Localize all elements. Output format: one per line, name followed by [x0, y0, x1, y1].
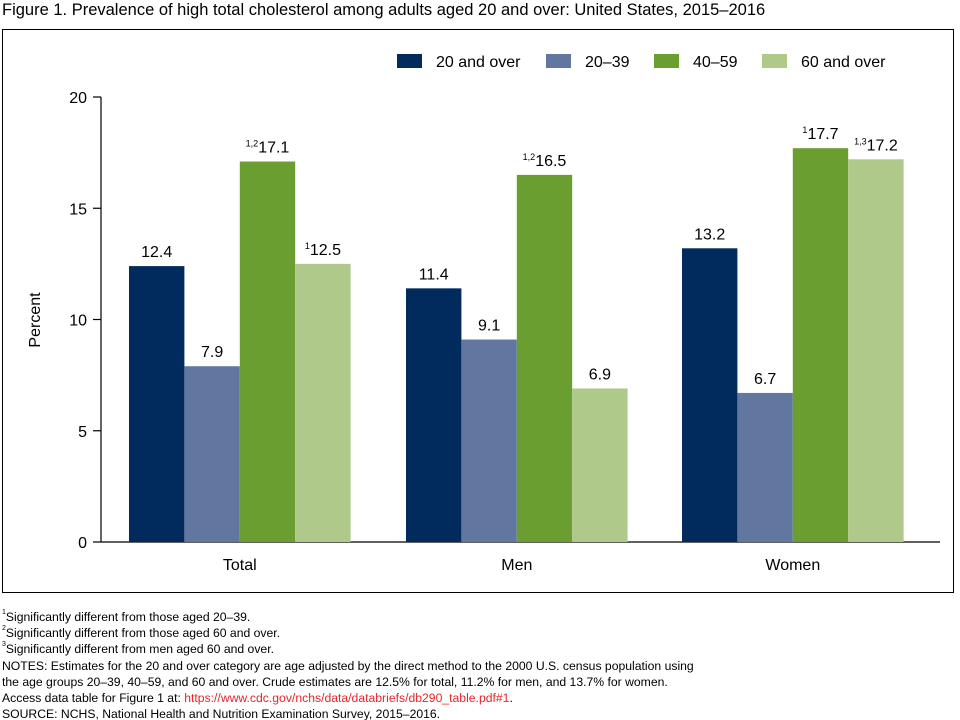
footnote-text: Significantly different from those aged … — [5, 610, 251, 624]
y-tick-label: 15 — [69, 201, 87, 218]
legend-swatch — [546, 54, 571, 68]
y-tick-label: 10 — [69, 313, 87, 330]
x-tick-label: Total — [223, 557, 257, 574]
data-label: 13.2 — [694, 226, 725, 243]
data-label-value: 17.2 — [867, 137, 898, 154]
data-label: 12.4 — [141, 244, 172, 261]
footnote-text: Significantly different from men aged 60… — [5, 642, 274, 657]
x-tick-label: Women — [765, 557, 820, 574]
footnote-text: Significantly different from those aged … — [5, 626, 281, 641]
data-label-value: 17.7 — [807, 126, 838, 143]
bar — [572, 388, 628, 542]
data-label: 1,216.5 — [523, 152, 567, 170]
data-label-footnote: 1 — [305, 241, 310, 251]
footnote-mark: 1 — [2, 609, 6, 616]
data-label: 11.4 — [419, 266, 449, 283]
footnote-3: 3Significantly different from men aged 6… — [2, 641, 694, 657]
bar — [516, 174, 573, 542]
notes-line-2: the age groups 20–39, 40–59, and 60 and … — [2, 674, 668, 689]
legend-swatch — [762, 54, 787, 68]
bar — [461, 339, 517, 542]
y-axis-label: Percent — [27, 292, 44, 348]
data-label-value: 17.1 — [258, 140, 289, 157]
source-line: SOURCE: NCHS, National Health and Nutrit… — [2, 707, 441, 720]
data-table-link[interactable]: https://www.cdc.gov/nchs/data/databriefs… — [184, 691, 510, 706]
footnote-1: 1Significantly different from those aged… — [2, 609, 694, 625]
footnote-mark: 2 — [2, 625, 6, 633]
data-label: 112.5 — [305, 241, 341, 259]
legend-label: 20 and over — [436, 54, 521, 71]
bar — [129, 266, 185, 542]
bar — [239, 161, 296, 542]
y-tick-label: 5 — [78, 424, 87, 441]
bar — [406, 288, 462, 542]
data-label: 6.7 — [754, 371, 776, 388]
data-label: 117.7 — [802, 125, 838, 143]
data-label: 1,217.1 — [246, 139, 290, 157]
access-suffix: . — [509, 691, 513, 706]
bar — [792, 148, 849, 543]
chart-frame — [2, 29, 954, 593]
data-label: 1,317.2 — [854, 136, 898, 154]
notes-line-1: NOTES: Estimates for the 20 and over cat… — [2, 658, 694, 673]
bar — [682, 248, 738, 543]
bar-chart: 05101520PercentTotal12.47.91,217.1112.5M… — [27, 54, 940, 574]
data-label-footnote: 1,2 — [523, 152, 536, 162]
y-tick-label: 0 — [78, 535, 87, 552]
data-label-value: 16.5 — [535, 153, 566, 170]
footnote-mark: 3 — [2, 641, 6, 649]
access-prefix: Access data table for Figure 1 at: — [2, 691, 185, 706]
data-label: 9.1 — [478, 318, 500, 335]
access-line: Access data table for Figure 1 at: https… — [2, 690, 694, 706]
bar — [848, 159, 904, 543]
data-label: 7.9 — [201, 344, 223, 361]
footnote-2: 2Significantly different from those aged… — [2, 625, 694, 641]
bar — [295, 263, 351, 542]
data-label-footnote: 1,3 — [854, 136, 867, 146]
legend-label: 40–59 — [693, 54, 738, 71]
figure-title: Figure 1. Prevalence of high total chole… — [2, 1, 766, 19]
legend-label: 60 and over — [801, 54, 886, 71]
bar — [737, 392, 793, 542]
y-tick-label: 20 — [69, 90, 87, 107]
data-label-footnote: 1 — [802, 125, 807, 135]
notes: 1Significantly different from those aged… — [2, 609, 694, 720]
bar — [184, 366, 240, 542]
data-label: 6.9 — [589, 366, 611, 383]
legend-swatch — [397, 54, 422, 68]
legend-swatch — [654, 54, 679, 68]
data-label-footnote: 1,2 — [246, 139, 259, 149]
legend-label: 20–39 — [585, 54, 630, 71]
data-label-value: 12.5 — [310, 242, 341, 259]
x-tick-label: Men — [501, 557, 532, 574]
